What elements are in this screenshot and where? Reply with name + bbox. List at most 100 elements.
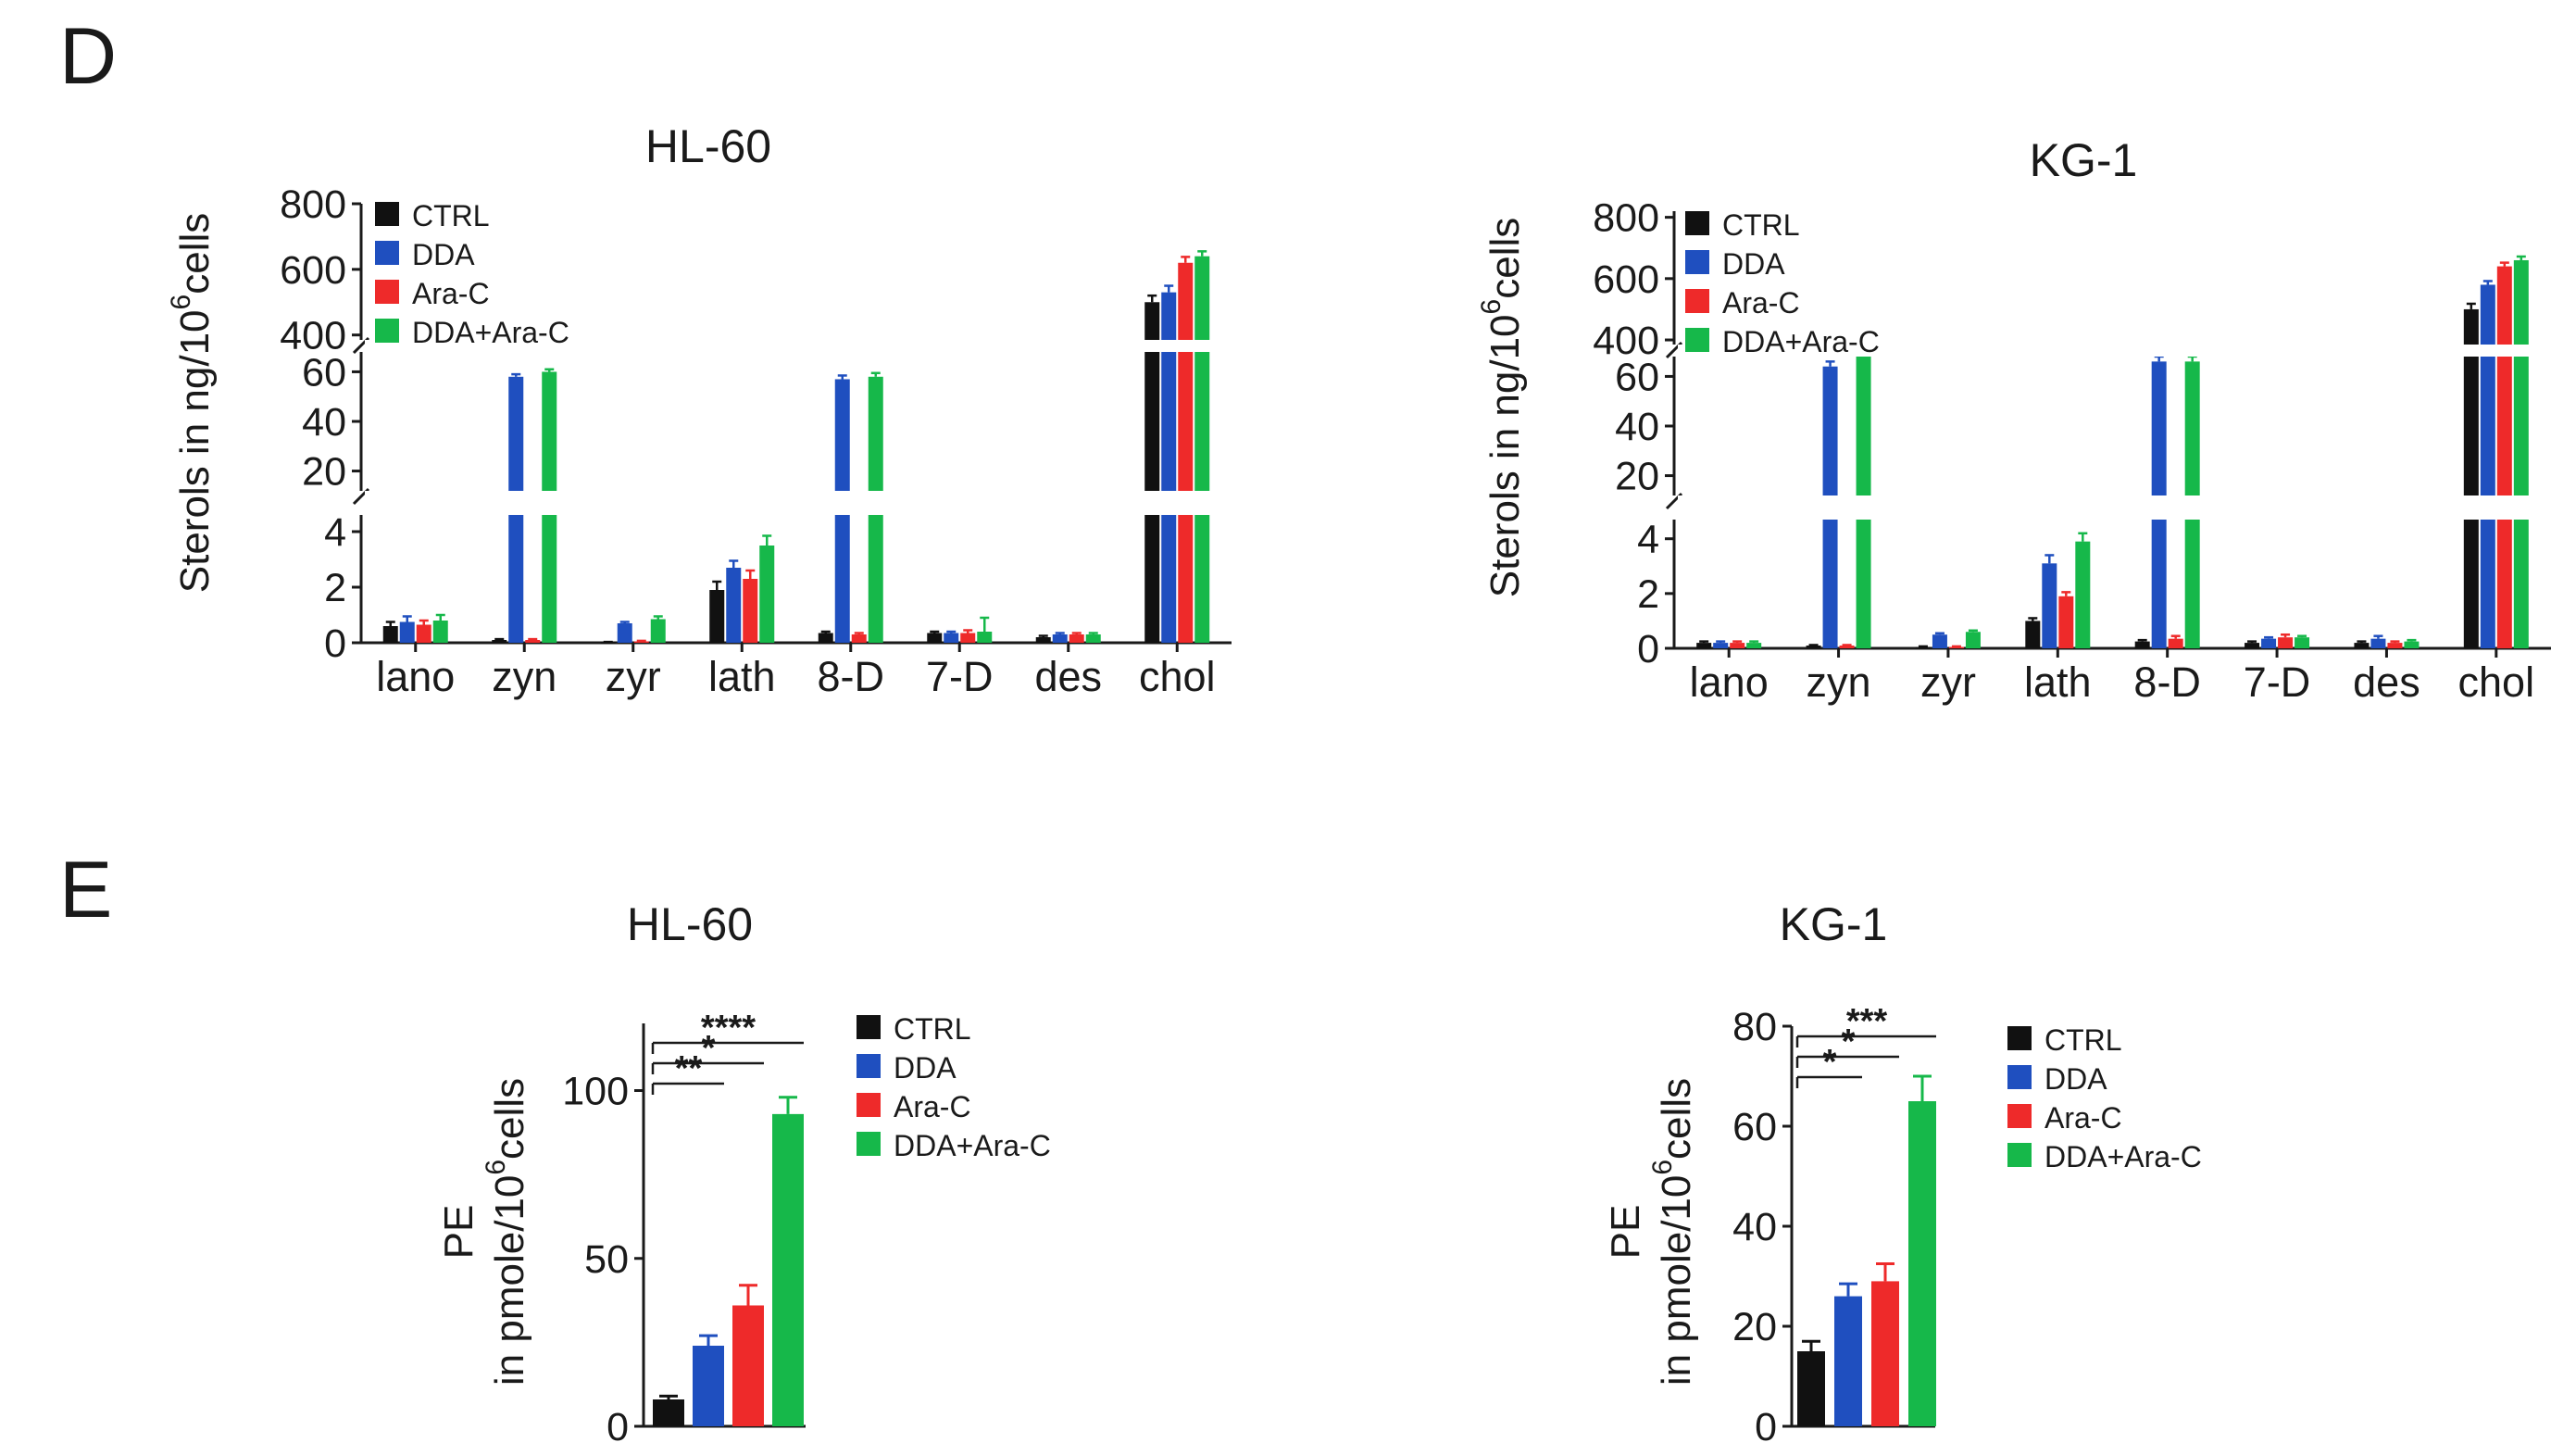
legend-ctrl-label: CTRL [2045,1023,2122,1057]
bar-dda-lano [1713,643,1729,648]
axis-break-gap [365,491,1235,515]
bar-ctrl [653,1399,684,1426]
axis-break-gap [1678,345,2555,357]
chart-title: HL-60 [627,898,753,950]
bar-ara-c [732,1305,764,1426]
x-tick-label-chol: chol [1139,653,1216,700]
y-tick-label: 20 [1732,1305,1777,1349]
legend-ctrl-swatch [2007,1026,2032,1050]
y-tick-label: 50 [584,1237,629,1282]
bar-ara-c-chol [1178,262,1194,643]
bar-dda-ara-c-7-D [977,632,993,643]
panel-label-d: D [59,12,117,101]
bar-dda-7-D [2261,638,2277,648]
legend-dda-label: DDA [1722,247,1785,281]
x-tick-label-lath: lath [2024,659,2092,706]
x-tick-label-8-D: 8-D [817,653,884,700]
legend-ara-c-label: Ara-C [1722,286,1800,320]
y-tick-label: 100 [562,1070,629,1114]
legend-dda-ara-c-swatch [375,319,399,343]
legend-ara-c-swatch [857,1093,881,1117]
y-tick-label: 0 [1637,627,1659,671]
bar-ara-c [1871,1281,1899,1426]
y-tick-label: 800 [280,182,346,227]
y-axis-label-line2: in pmole/106cells [1647,1078,1699,1386]
y-tick-label: 60 [1732,1105,1777,1149]
legend-dda-label: DDA [894,1051,957,1085]
legend-dda-swatch [2007,1065,2032,1089]
bar-ctrl [1797,1351,1825,1426]
bar-ctrl-7-D [2245,643,2260,648]
significance-label: *** [1846,1002,1888,1041]
legend-ctrl-label: CTRL [412,199,490,232]
bar-ara-c-lano [416,624,431,643]
x-tick-label-7-D: 7-D [926,653,994,700]
y-tick-label: 400 [280,314,346,358]
bar-ara-c-lath [2058,596,2074,648]
x-tick-label-lano: lano [376,653,455,700]
y-tick-label: 4 [324,510,346,555]
y-tick-label: 20 [302,450,346,495]
legend-dda-label: DDA [412,238,475,271]
y-tick-label: 20 [1615,455,1659,499]
y-axis-label: Sterols in ng/106cells [166,213,218,593]
significance-label: * [1823,1043,1837,1082]
y-tick-label: 80 [1732,1005,1777,1049]
significance-label: * [702,1029,716,1068]
bar-dda-zyr [617,623,632,643]
bar-ara-c-zyn [1839,646,1855,648]
legend-dda-ara-c-label: DDA+Ara-C [2045,1140,2202,1173]
bar-ara-c-8-D [851,634,867,643]
y-tick-label: 4 [1637,518,1659,562]
bar-dda-ara-c [1908,1101,1936,1426]
bar-ara-c-zyn [525,640,541,643]
bar-ctrl-8-D [818,633,833,643]
bar-ara-c-zyr [1948,646,1964,649]
bar-ara-c-des [2387,643,2403,648]
y-tick-label: 60 [302,350,346,395]
bar-dda-7-D [944,633,959,643]
legend-dda-ara-c-label: DDA+Ara-C [412,316,569,349]
bar-dda-lath [726,568,742,643]
bar-dda [1834,1296,1862,1426]
bar-dda-ara-c-chol [1194,256,1210,643]
y-axis-label-line2: in pmole/106cells [481,1078,532,1386]
legend-ara-c-swatch [375,280,399,304]
bar-dda-ara-c-chol [2513,259,2529,648]
y-tick-label: 40 [1732,1205,1777,1249]
legend-ctrl-swatch [857,1015,881,1039]
bar-dda-ara-c-lano [1746,643,1762,648]
x-tick-label-7-D: 7-D [2244,659,2311,706]
y-tick-label: 600 [280,248,346,293]
bar-ctrl-zyn [1806,646,1821,648]
y-tick-label: 0 [1755,1405,1777,1449]
bar-dda-ara-c [772,1113,804,1426]
y-axis-label-line1: PE [1603,1205,1648,1260]
chart-title: KG-1 [2030,134,2138,186]
bar-dda-ara-c-des [1085,634,1101,643]
chart-e-hl60: HL-60 PE in pmole/106cells 0 50 100 ******* CTR… [436,898,1051,1449]
y-tick-label: 40 [1615,405,1659,449]
bar-ara-c-7-D [960,633,976,643]
bar-ctrl-des [2354,643,2370,648]
bar-dda-chol [1161,292,1177,643]
legend-dda-ara-c-swatch [1685,328,1709,352]
bar-ctrl-7-D [927,633,943,643]
bar-ara-c-lano [1730,643,1745,648]
legend-dda-swatch [1685,250,1709,274]
bar-ctrl-lath [709,590,725,643]
y-tick-label: 400 [1593,319,1659,363]
y-tick-label: 0 [606,1405,629,1449]
x-tick-label-8-D: 8-D [2133,659,2201,706]
legend-dda-ara-c-label: DDA+Ara-C [1722,325,1880,358]
chart-title: HL-60 [645,120,771,172]
legend-ara-c-label: Ara-C [412,277,490,310]
x-tick-label-zyn: zyn [492,653,556,700]
legend-dda-label: DDA [2045,1062,2107,1096]
bar-dda-lath [2042,563,2057,648]
axis-break-gap [365,340,1235,352]
legend-ara-c-swatch [2007,1104,2032,1128]
bar-dda-ara-c-lano [432,621,448,643]
x-tick-label-lath: lath [708,653,776,700]
